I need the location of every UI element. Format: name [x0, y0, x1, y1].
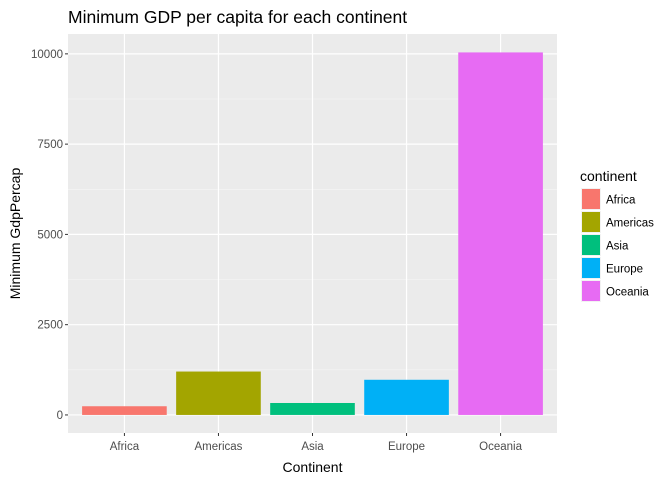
legend-swatch-americas — [582, 212, 600, 232]
bar-europe — [364, 379, 449, 415]
x-tick-label: Europe — [388, 441, 425, 453]
legend: continent Africa Americas Asia Europe Oceani… — [580, 168, 654, 302]
y-axis-ticks: 0 2500 5000 7500 10000 — [31, 49, 68, 422]
legend-label: Asia — [606, 241, 629, 253]
bar-africa — [82, 406, 167, 415]
legend-swatch-africa — [582, 189, 600, 209]
bars-group — [82, 52, 543, 415]
legend-swatch-europe — [582, 258, 600, 278]
y-tick-label: 7500 — [37, 139, 63, 151]
bar-oceania — [458, 52, 543, 415]
x-tick-label: Asia — [301, 441, 324, 453]
legend-label: Americas — [606, 218, 654, 230]
x-tick-label: Africa — [110, 441, 140, 453]
y-axis-title: Minimum GdpPercap — [7, 168, 23, 300]
x-tick-label: Americas — [194, 441, 242, 453]
chart-title: Minimum GDP per capita for each continen… — [68, 7, 407, 27]
x-axis-title: Continent — [283, 459, 343, 475]
y-tick-label: 0 — [57, 410, 63, 422]
y-tick-label: 5000 — [37, 229, 63, 241]
legend-label: Africa — [606, 195, 636, 207]
legend-swatch-asia — [582, 235, 600, 255]
legend-label: Europe — [606, 264, 643, 276]
y-tick-label: 2500 — [37, 320, 63, 332]
y-tick-label: 10000 — [31, 49, 63, 61]
legend-title: continent — [580, 168, 637, 184]
x-axis-ticks: Africa Americas Asia Europe Oceania — [110, 433, 523, 453]
bar-americas — [176, 371, 261, 415]
bar-asia — [270, 402, 355, 415]
x-tick-label: Oceania — [479, 441, 522, 453]
legend-swatch-oceania — [582, 281, 600, 301]
legend-label: Oceania — [606, 287, 649, 299]
